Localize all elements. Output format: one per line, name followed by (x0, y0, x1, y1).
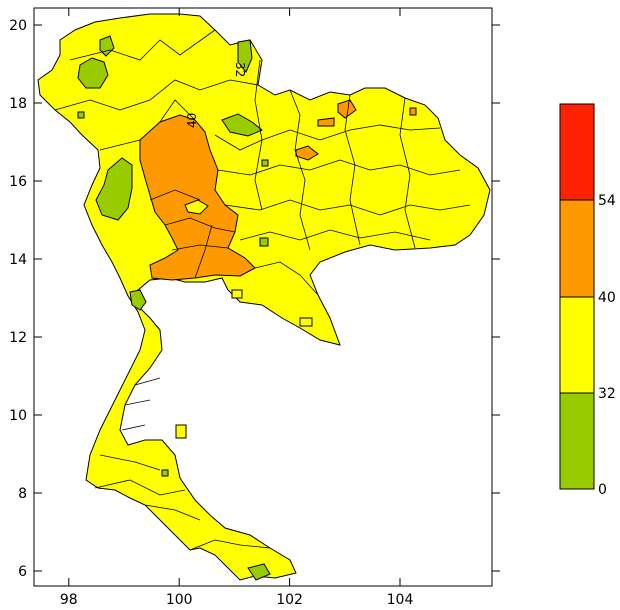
orange-central (139, 114, 256, 281)
green-west (95, 157, 133, 221)
island-2 (299, 317, 313, 327)
colorbar-label: 40 (598, 290, 616, 306)
green-nw-1 (77, 57, 109, 89)
green-layer (77, 35, 271, 581)
colorbar: 0 32 40 54 (559, 103, 616, 498)
colorbar-bin-1 (559, 296, 595, 394)
y-tick-label: 16 (9, 174, 27, 190)
contour-label: 40 (185, 113, 199, 128)
green-north (237, 39, 253, 73)
green-north-c (221, 113, 263, 137)
orange-ne-4 (409, 107, 417, 116)
green-dot-3 (259, 237, 269, 247)
x-tick-label: 102 (276, 592, 303, 608)
province-boundaries (54, 29, 471, 551)
yellow-hole (184, 199, 209, 215)
x-tick-labels: 98 100 102 104 (60, 592, 414, 608)
island-3 (231, 289, 243, 299)
green-nw-2 (99, 35, 115, 57)
colorbar-label: 54 (598, 193, 616, 209)
orange-ne-2 (337, 99, 357, 119)
orange-ne-1 (295, 145, 319, 161)
green-dot-4 (261, 159, 269, 167)
y-tick-label: 10 (9, 408, 27, 424)
orange-ne-3 (317, 117, 335, 127)
x-tick-label: 100 (166, 592, 193, 608)
colorbar-bin-3 (559, 103, 595, 201)
orange-layer (139, 99, 417, 281)
y-tick-labels: 6 8 10 12 14 16 18 20 (9, 18, 27, 580)
colorbar-label: 32 (598, 386, 616, 402)
y-ticks (34, 24, 500, 572)
green-sw (129, 289, 147, 311)
y-tick-label: 18 (9, 96, 27, 112)
x-tick-label: 98 (60, 592, 78, 608)
island-1 (175, 424, 187, 439)
green-dot-2 (77, 111, 85, 119)
green-dot-1 (161, 469, 169, 477)
colorbar-bin-2 (559, 199, 595, 298)
green-s (247, 563, 271, 581)
y-tick-label: 14 (9, 252, 27, 268)
contour-label: 32 (233, 62, 247, 77)
x-ticks (68, 8, 401, 586)
y-tick-label: 6 (18, 564, 27, 580)
y-tick-label: 8 (18, 486, 27, 502)
x-tick-label: 104 (387, 592, 414, 608)
colorbar-bin-0 (559, 392, 595, 490)
y-tick-label: 12 (9, 330, 27, 346)
y-tick-label: 20 (9, 18, 27, 34)
colorbar-label: 0 (598, 482, 607, 498)
